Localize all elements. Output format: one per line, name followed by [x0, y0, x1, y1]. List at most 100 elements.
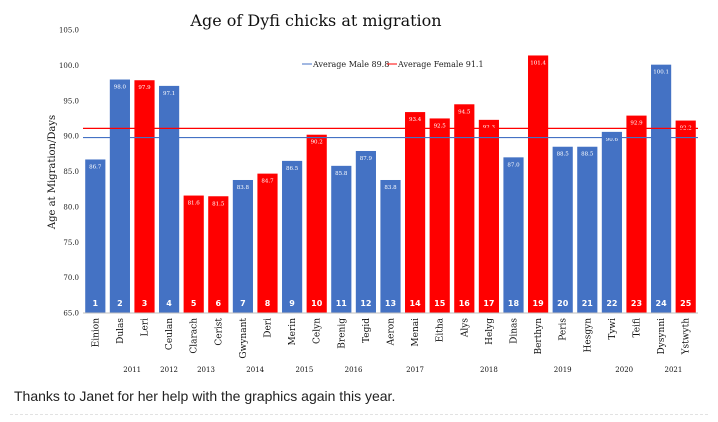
reference-lines	[83, 127, 698, 139]
data-label: 101.4	[530, 60, 546, 66]
bar-number-label: 8	[265, 299, 271, 308]
x-tick-label: Leri	[141, 318, 151, 337]
data-label: 81.5	[212, 201, 225, 207]
bar-number-label: 16	[459, 299, 471, 308]
bar-number-label: 23	[631, 299, 642, 308]
bar-number-label: 13	[385, 299, 396, 308]
bar-number-label: 9	[289, 299, 295, 308]
data-label: 87.0	[507, 162, 520, 168]
chart-title: Age of Dyfi chicks at migration	[189, 11, 441, 30]
y-tick-label: 65.0	[63, 310, 79, 318]
data-label: 84.7	[261, 179, 274, 185]
bar-number-label: 17	[483, 299, 494, 308]
data-label: 83.8	[384, 185, 397, 191]
x-tick-label: Menai	[411, 318, 421, 347]
bar	[355, 150, 376, 313]
x-tick-label: Helyg	[485, 318, 495, 345]
bar-number-label: 14	[410, 299, 422, 308]
caption: Thanks to Janet for her help with the gr…	[14, 388, 396, 404]
year-group-label: 2021	[664, 366, 682, 374]
x-tick-label: Clarach	[190, 318, 200, 354]
data-label: 98.0	[114, 85, 127, 91]
year-group-label: 2012	[160, 366, 178, 374]
x-tick-label: Hesgyn	[583, 318, 593, 353]
y-tick-label: 105.0	[59, 27, 79, 35]
bar	[109, 79, 130, 314]
bar-number-label: 21	[582, 299, 594, 308]
data-label: 86.7	[89, 164, 102, 170]
x-tick-label: Gwynant	[239, 318, 249, 359]
bar	[528, 55, 549, 313]
bar-number-label: 24	[656, 299, 668, 308]
x-tick-label: Cerist	[214, 318, 224, 346]
bar	[282, 160, 303, 313]
y-tick-label: 95.0	[63, 97, 79, 105]
data-label: 86.5	[286, 166, 299, 172]
y-tick-label: 100.0	[59, 62, 79, 70]
data-label: 87.9	[360, 156, 373, 162]
bar	[601, 131, 622, 313]
data-label: 94.5	[458, 109, 471, 115]
chart: Age of Dyfi chicks at migration Age at M…	[47, 11, 698, 374]
bar	[626, 115, 647, 313]
y-tick-label: 70.0	[63, 274, 79, 282]
x-tick-label: Dulas	[116, 318, 126, 344]
x-tick-label: Dinas	[510, 318, 520, 344]
x-tick-label: Ceulan	[165, 318, 175, 350]
y-axis: 65.0 70.0 75.0 80.0 85.0 90.0 95.0 100.0 105.0	[59, 27, 79, 318]
legend-male-label: Average Male 89.8	[312, 60, 389, 69]
x-tick-label: Ystwyth	[682, 318, 692, 356]
x-tick-label: Aeron	[387, 318, 397, 347]
x-axis: Einion Dulas Leri Ceulan Clarach Cerist Gwynan…	[83, 312, 698, 374]
bar-number-label: 18	[508, 299, 520, 308]
x-tick-label: Deri	[264, 318, 274, 338]
bar-number-label: 7	[240, 299, 246, 308]
data-label: 90.6	[606, 137, 619, 143]
bar	[577, 146, 598, 313]
y-axis-title: Age at Migration/Days	[47, 115, 58, 230]
bars: 86.7 1 98.0 2 97.9 3 97.1 4 81.6 5 81.5 6 83.8 7 84.7 8…	[85, 55, 696, 314]
data-label: 81.6	[188, 201, 201, 207]
x-tick-label: Teifi	[633, 318, 643, 338]
year-group-label: 2018	[480, 366, 498, 374]
data-label: 88.5	[581, 152, 594, 158]
year-group-label: 2014	[246, 366, 264, 374]
bar	[454, 104, 475, 313]
year-group-label: 2019	[554, 366, 572, 374]
x-tick-label: Berthyn	[534, 318, 544, 355]
bar	[552, 146, 573, 313]
data-label: 90.2	[311, 140, 323, 146]
bar-number-label: 3	[142, 299, 148, 308]
data-label: 97.1	[163, 91, 175, 97]
bar	[257, 173, 278, 313]
legend-female-label: Average Female 91.1	[397, 60, 484, 69]
bar	[159, 85, 180, 313]
bar-number-label: 4	[166, 299, 172, 308]
bar-number-label: 25	[680, 299, 692, 308]
bar	[503, 157, 524, 313]
data-label: 93.4	[409, 117, 422, 123]
y-tick-label: 75.0	[63, 239, 79, 247]
data-label: 92.9	[630, 121, 643, 127]
x-tick-label: Celyn	[313, 318, 323, 344]
bar	[331, 165, 352, 313]
data-label: 97.9	[138, 85, 151, 91]
data-label: 100.1	[653, 70, 669, 76]
year-group-label: 2020	[615, 366, 633, 374]
bar-number-label: 1	[93, 299, 99, 308]
y-tick-label: 80.0	[63, 203, 79, 211]
data-label: 85.8	[335, 171, 348, 177]
x-tick-label: Merin	[288, 318, 298, 346]
divider	[10, 414, 708, 415]
data-label: 88.5	[557, 152, 570, 158]
year-group-label: 2013	[197, 366, 215, 374]
bar	[232, 179, 253, 313]
year-group-label: 2017	[406, 366, 424, 374]
bar-number-label: 10	[311, 299, 323, 308]
x-tick-label: Alys	[460, 318, 470, 338]
y-tick-label: 85.0	[63, 168, 79, 176]
bar-number-label: 11	[336, 299, 348, 308]
x-tick-label: Dysynni	[657, 318, 667, 355]
bar-number-label: 19	[533, 299, 545, 308]
bar	[478, 119, 499, 313]
